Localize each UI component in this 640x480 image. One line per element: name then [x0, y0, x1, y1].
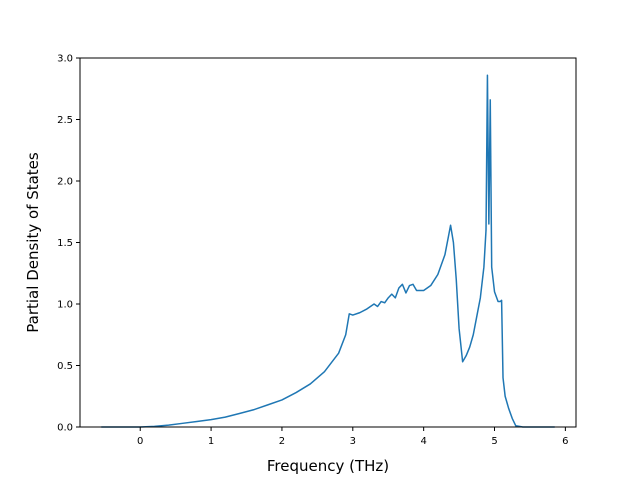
y-tick-label: 0.5 — [57, 361, 73, 372]
axes-frame — [79, 57, 577, 428]
x-tick-label: 6 — [562, 436, 568, 447]
y-tick-label: 1.5 — [57, 238, 73, 249]
x-tick-label: 3 — [350, 436, 356, 447]
dos-series-line — [101, 74, 555, 428]
y-axis: 0.0 0.5 1.0 1.5 2.0 2.5 3.0 — [57, 54, 80, 434]
y-tick-label: 2.0 — [57, 177, 73, 188]
x-tick-label: 2 — [279, 436, 285, 447]
plot-area — [101, 74, 555, 428]
x-tick-label: 0 — [137, 436, 143, 447]
x-axis: 0 1 2 3 4 5 6 — [137, 427, 569, 447]
x-tick-label: 4 — [420, 436, 426, 447]
x-axis-title: Frequency (THz) — [267, 457, 389, 475]
x-tick-label: 5 — [491, 436, 497, 447]
y-axis-title: Partial Density of States — [24, 152, 42, 333]
x-tick-label: 1 — [208, 436, 214, 447]
y-tick-label: 0.0 — [57, 423, 73, 434]
y-tick-label: 2.5 — [57, 115, 73, 126]
y-tick-label: 1.0 — [57, 300, 73, 311]
y-tick-label: 3.0 — [57, 54, 73, 65]
